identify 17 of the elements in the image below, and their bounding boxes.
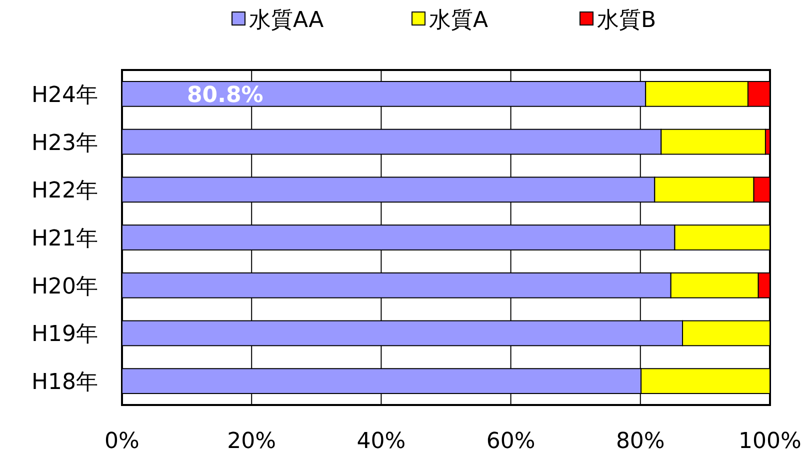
y-tick-label: H24年 [31, 82, 98, 108]
data-label: 80.8% [187, 82, 264, 108]
y-tick-label: H18年 [31, 370, 98, 396]
x-tick-label: 0% [104, 429, 140, 454]
x-tick-label: 100% [738, 429, 802, 454]
y-tick-label: H19年 [31, 322, 98, 348]
legend-label: 水質A [429, 8, 488, 33]
x-tick-label: 60% [486, 429, 536, 454]
x-tick-label: 20% [227, 429, 276, 454]
y-tick-label: H20年 [31, 274, 98, 300]
x-tick-label: 40% [356, 429, 406, 454]
y-tick-label: H21年 [31, 226, 98, 252]
x-tick-label: 80% [616, 429, 665, 454]
y-tick-label: H22年 [31, 178, 98, 204]
legend-label: 水質AA [249, 8, 324, 33]
legend-label: 水質B [597, 8, 656, 33]
y-tick-label: H23年 [31, 130, 98, 156]
